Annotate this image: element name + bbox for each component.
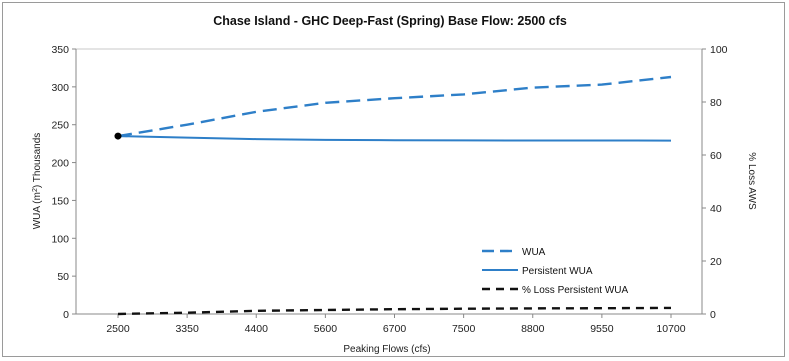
y-left-tick-label: 150 — [51, 195, 69, 207]
y-axis-right-label: % Loss AWS — [746, 152, 757, 210]
left-axis-ticks: 0 50 100 150 200 250 300 350 — [51, 44, 76, 321]
chart-title: Chase Island - GHC Deep-Fast (Spring) Ba… — [213, 14, 567, 28]
y-axis-left-label: WUA (m2) Thousands — [32, 133, 44, 230]
y-axis-left-label-sup: 2 — [32, 188, 39, 192]
x-axis-ticks: 2500 3350 4400 5600 6700 7500 8800 9550 10700 — [106, 314, 686, 335]
y-right-tick-label: 100 — [710, 44, 728, 56]
x-tick-label: 3350 — [175, 323, 199, 335]
right-axis-ticks: 0 20 40 60 80 100 — [702, 44, 728, 321]
axes — [75, 49, 703, 315]
x-tick-label: 5600 — [314, 323, 338, 335]
start-point-marker — [114, 132, 122, 140]
legend-label: WUA — [522, 247, 546, 258]
series-line-persistent-wua — [117, 135, 672, 142]
y-left-tick-label: 250 — [51, 120, 69, 132]
y-left-tick-label: 200 — [51, 158, 69, 170]
y-left-tick-label: 100 — [51, 233, 69, 245]
series-line-wua — [117, 75, 672, 138]
x-tick-label: 9550 — [590, 323, 614, 335]
legend-label: % Loss Persistent WUA — [522, 285, 628, 296]
x-tick-label: 6700 — [383, 323, 407, 335]
y-left-tick-label: 350 — [51, 44, 69, 56]
x-tick-label: 8800 — [521, 323, 545, 335]
y-right-tick-label: 40 — [710, 203, 722, 215]
y-right-tick-label: 0 — [710, 309, 716, 321]
series-line--loss-persistent-wua — [117, 306, 672, 316]
y-left-tick-label: 300 — [51, 82, 69, 94]
y-right-tick-label: 60 — [710, 150, 722, 162]
series-layer — [114, 75, 672, 316]
x-tick-label: 10700 — [656, 323, 685, 335]
x-tick-label: 7500 — [452, 323, 476, 335]
y-right-tick-label: 80 — [710, 97, 722, 109]
x-tick-label: 2500 — [106, 323, 130, 335]
y-axis-left-label-prefix: WUA (m — [32, 192, 43, 229]
chart-frame — [2, 2, 785, 357]
x-tick-label: 4400 — [245, 323, 269, 335]
y-left-tick-label: 0 — [63, 309, 69, 321]
y-axis-left-label-suffix: ) Thousands — [32, 133, 43, 188]
legend-label: Persistent WUA — [522, 266, 593, 277]
x-axis-label: Peaking Flows (cfs) — [343, 344, 430, 355]
y-right-tick-label: 20 — [710, 256, 722, 268]
legend: WUA Persistent WUA % Loss Persistent WUA — [482, 247, 628, 296]
y-left-tick-label: 50 — [57, 271, 69, 283]
